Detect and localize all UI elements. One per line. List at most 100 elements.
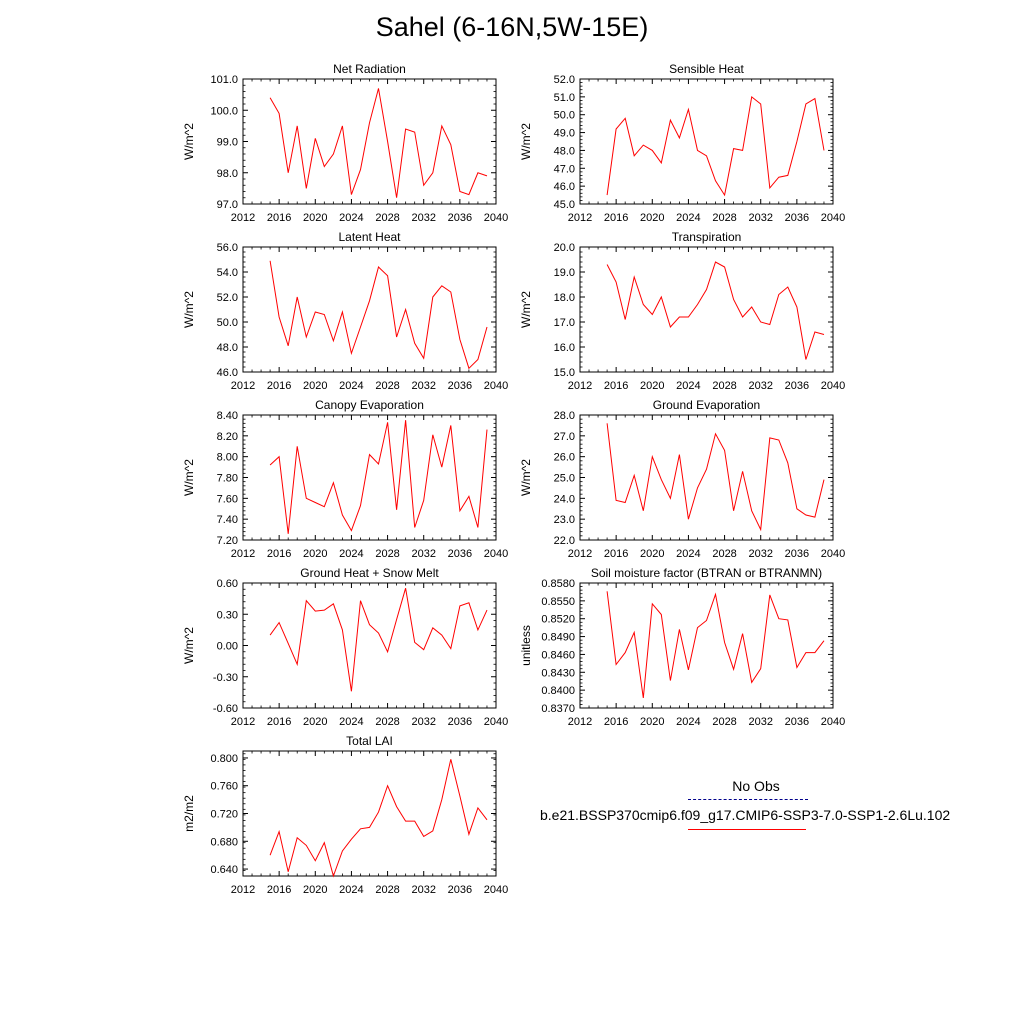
x-tick-label: 2036 bbox=[785, 380, 809, 392]
x-tick-label: 2040 bbox=[821, 212, 845, 224]
y-tick-label: 24.0 bbox=[554, 493, 575, 505]
x-tick-label: 2020 bbox=[303, 884, 327, 896]
x-tick-label: 2040 bbox=[484, 212, 508, 224]
x-tick-label: 2020 bbox=[640, 548, 664, 560]
x-tick-label: 2024 bbox=[339, 716, 363, 728]
x-tick-label: 2016 bbox=[604, 380, 628, 392]
y-tick-label: 7.20 bbox=[217, 535, 238, 547]
plot-frame bbox=[242, 582, 497, 709]
x-tick-label: 2024 bbox=[676, 380, 700, 392]
panel-net-radiation: Net Radiation W/m^2 2012 2016 2020 2024 2028 20… bbox=[182, 62, 508, 224]
plot-frame bbox=[579, 414, 834, 541]
y-tick-label: 0.8430 bbox=[541, 667, 575, 679]
panel-ground-evaporation: Ground Evaporation W/m^2 2012 2016 2020 2024 2… bbox=[519, 398, 845, 560]
panel-ground-heat-snow-melt: Ground Heat + Snow Melt W/m^2 2012 2016 2020… bbox=[182, 566, 508, 728]
y-tick-label: 22.0 bbox=[554, 535, 575, 547]
y-tick-label: 0.8400 bbox=[541, 685, 575, 697]
y-tick-label: 26.0 bbox=[554, 452, 575, 464]
y-tick-label: 50.0 bbox=[217, 317, 238, 329]
series-line-canopy-evaporation bbox=[269, 420, 488, 534]
y-tick-label: 8.20 bbox=[217, 431, 238, 443]
panel-title: Net Radiation bbox=[333, 62, 406, 76]
x-tick-label: 2036 bbox=[448, 548, 472, 560]
y-tick-label: 100.0 bbox=[210, 105, 238, 117]
y-tick-label: 25.0 bbox=[554, 473, 575, 485]
plot-frame bbox=[242, 78, 497, 205]
x-tick-label: 2016 bbox=[604, 548, 628, 560]
y-axis-label: W/m^2 bbox=[182, 123, 196, 160]
series-line-soil-moisture-factor-btran-or-btranmn bbox=[606, 591, 825, 698]
x-tick-label: 2040 bbox=[484, 548, 508, 560]
y-tick-label: 28.0 bbox=[554, 410, 575, 422]
y-tick-label: 8.40 bbox=[217, 410, 238, 422]
x-tick-label: 2032 bbox=[411, 716, 435, 728]
x-tick-label: 2028 bbox=[375, 380, 399, 392]
x-tick-label: 2040 bbox=[484, 716, 508, 728]
x-tick-label: 2020 bbox=[640, 380, 664, 392]
y-tick-label: 27.0 bbox=[554, 431, 575, 443]
x-tick-label: 2012 bbox=[568, 548, 592, 560]
series-line-transpiration bbox=[606, 261, 825, 360]
panel-title: Transpiration bbox=[672, 230, 742, 244]
x-tick-label: 2040 bbox=[484, 884, 508, 896]
panel-soil-moisture-factor-btran-or-btranmn: Soil moisture factor (BTRAN or BTRANMN) u… bbox=[519, 566, 845, 728]
y-tick-label: 49.0 bbox=[554, 128, 575, 140]
x-tick-label: 2012 bbox=[231, 380, 255, 392]
y-tick-label: 50.0 bbox=[554, 110, 575, 122]
y-tick-label: 99.0 bbox=[217, 137, 238, 149]
x-tick-label: 2020 bbox=[640, 212, 664, 224]
x-tick-label: 2028 bbox=[712, 716, 736, 728]
y-axis-label: W/m^2 bbox=[182, 291, 196, 328]
x-tick-label: 2040 bbox=[821, 548, 845, 560]
x-tick-label: 2040 bbox=[821, 716, 845, 728]
x-tick-label: 2020 bbox=[303, 212, 327, 224]
panel-title: Ground Evaporation bbox=[653, 398, 760, 412]
x-tick-label: 2036 bbox=[785, 548, 809, 560]
x-tick-label: 2032 bbox=[411, 548, 435, 560]
x-tick-label: 2032 bbox=[411, 884, 435, 896]
x-tick-label: 2024 bbox=[676, 212, 700, 224]
x-tick-label: 2020 bbox=[303, 380, 327, 392]
x-tick-label: 2036 bbox=[448, 884, 472, 896]
panel-title: Ground Heat + Snow Melt bbox=[300, 566, 439, 580]
legend-model-line-swatch bbox=[688, 829, 806, 830]
legend-model-label: b.e21.BSSP370cmip6.f09_g17.CMIP6-SSP3-7.… bbox=[540, 807, 951, 823]
y-tick-label: 0.8580 bbox=[541, 578, 575, 590]
y-tick-label: 8.00 bbox=[217, 452, 238, 464]
y-tick-label: 48.0 bbox=[554, 145, 575, 157]
x-tick-label: 2012 bbox=[231, 884, 255, 896]
x-tick-label: 2036 bbox=[448, 380, 472, 392]
x-tick-label: 2016 bbox=[267, 380, 291, 392]
x-tick-label: 2012 bbox=[568, 212, 592, 224]
plot-frame bbox=[242, 414, 497, 541]
panel-transpiration: Transpiration W/m^2 2012 2016 2020 2024 2028 20… bbox=[519, 230, 845, 392]
y-tick-label: 52.0 bbox=[217, 292, 238, 304]
x-tick-label: 2016 bbox=[267, 884, 291, 896]
y-tick-label: 46.0 bbox=[554, 181, 575, 193]
series-line-ground-heat-snow-melt bbox=[269, 588, 488, 692]
y-tick-label: 45.0 bbox=[554, 199, 575, 211]
x-tick-label: 2024 bbox=[676, 548, 700, 560]
plot-frame bbox=[579, 78, 834, 205]
y-axis-label: unitless bbox=[519, 625, 533, 666]
y-tick-label: 0.30 bbox=[217, 609, 238, 621]
panel-title: Latent Heat bbox=[338, 230, 401, 244]
x-tick-label: 2012 bbox=[231, 716, 255, 728]
legend-obs-label: No Obs bbox=[732, 778, 780, 794]
y-tick-label: 0.8490 bbox=[541, 632, 575, 644]
series-line-net-radiation bbox=[269, 88, 488, 198]
plot-frame bbox=[242, 750, 497, 877]
x-tick-label: 2028 bbox=[375, 548, 399, 560]
panel-sensible-heat: Sensible Heat W/m^2 2012 2016 2020 2024 2028 20… bbox=[519, 62, 845, 224]
panel-title: Soil moisture factor (BTRAN or BTRANMN) bbox=[591, 566, 822, 580]
x-tick-label: 2016 bbox=[267, 716, 291, 728]
x-tick-label: 2032 bbox=[411, 380, 435, 392]
y-tick-label: 19.0 bbox=[554, 267, 575, 279]
y-axis-label: m2/m2 bbox=[182, 795, 196, 832]
y-tick-label: 0.800 bbox=[210, 753, 238, 765]
x-tick-label: 2016 bbox=[267, 212, 291, 224]
x-tick-label: 2012 bbox=[231, 212, 255, 224]
y-tick-label: 0.8460 bbox=[541, 649, 575, 661]
y-axis-label: W/m^2 bbox=[519, 123, 533, 160]
x-tick-label: 2024 bbox=[339, 884, 363, 896]
